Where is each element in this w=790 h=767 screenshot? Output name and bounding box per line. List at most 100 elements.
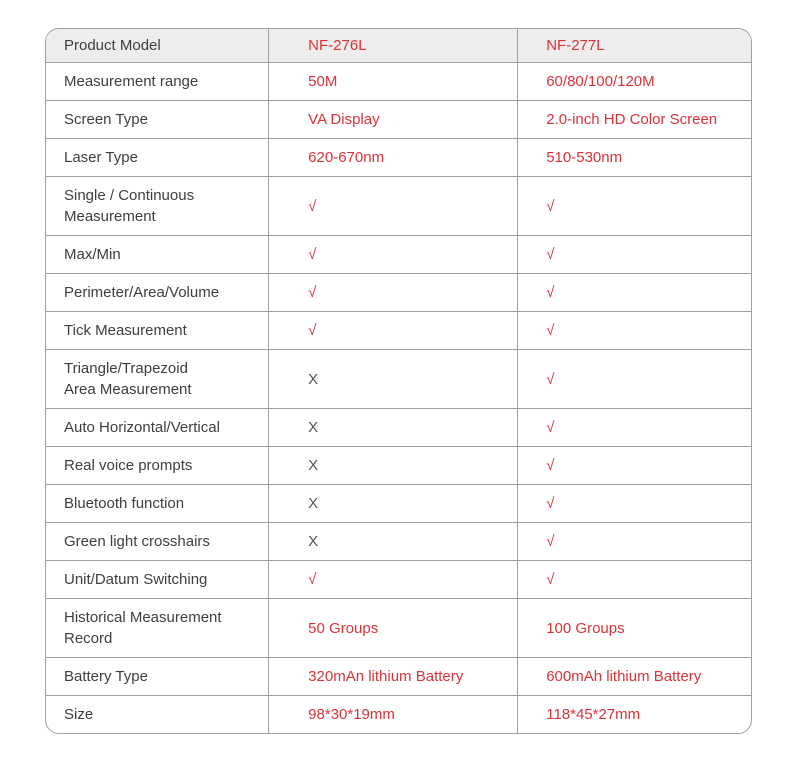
nf-277l-value-cell: √: [517, 235, 751, 274]
nf-276l-value-cell: X: [268, 408, 518, 447]
table-row: Real voice prompts X √: [46, 446, 751, 485]
nf-277l-value-cell: √: [517, 446, 751, 485]
feature-label: Real voice prompts: [64, 457, 193, 474]
table-row: Historical Measurement Record 50 Groups …: [46, 598, 751, 658]
nf-277l-value-cell: √: [517, 311, 751, 350]
nf-277l-value-cell: 60/80/100/120M: [517, 62, 751, 101]
feature-label-cell: Measurement range: [46, 62, 269, 101]
cell-value: 60/80/100/120M: [546, 73, 655, 90]
nf-276l-value-cell: 98*30*19mm: [268, 695, 518, 733]
nf-276l-value-cell: VA Display: [268, 100, 518, 139]
nf-276l-value-cell: X: [268, 484, 518, 523]
feature-label-cell: Bluetooth function: [46, 484, 269, 523]
nf-277l-value-cell: 100 Groups: [517, 598, 751, 658]
feature-label-cell: Triangle/Trapezoid Area Measurement: [46, 349, 269, 409]
cross-mark: X: [308, 370, 319, 388]
nf-276l-value-cell: 320mAn lithium Battery: [268, 657, 518, 696]
check-mark: √: [546, 246, 555, 263]
nf-277l-value-cell: √: [517, 522, 751, 561]
table-row: Bluetooth function X √: [46, 484, 751, 523]
cell-value: 50M: [308, 73, 338, 90]
cell-value: 510-530nm: [546, 149, 623, 166]
nf-276l-value-cell: X: [268, 446, 518, 485]
feature-label: Historical Measurement Record: [64, 609, 222, 647]
check-mark: √: [546, 533, 555, 550]
table-row: Perimeter/Area/Volume √ √: [46, 273, 751, 312]
table-row: Battery Type 320mAn lithium Battery 600m…: [46, 657, 751, 696]
nf-276l-value-cell: X: [268, 522, 518, 561]
nf-276l-value-cell: √: [268, 560, 518, 599]
feature-label: Bluetooth function: [64, 495, 185, 512]
feature-label: Measurement range: [64, 73, 199, 90]
header-label: Product Model: [64, 37, 161, 54]
table-row: Green light crosshairs X √: [46, 522, 751, 561]
cell-value: VA Display: [308, 111, 380, 128]
feature-label: Tick Measurement: [64, 322, 187, 339]
feature-label-cell: Laser Type: [46, 138, 269, 177]
check-mark: √: [546, 571, 555, 588]
feature-label: Green light crosshairs: [64, 533, 210, 550]
feature-label-cell: Size: [46, 695, 269, 733]
check-mark: √: [308, 246, 317, 263]
feature-label: Auto Horizontal/Vertical: [64, 419, 220, 436]
nf-276l-value-cell: 50 Groups: [268, 598, 518, 658]
nf-277l-value-cell: √: [517, 484, 751, 523]
nf-276l-value-cell: √: [268, 311, 518, 350]
feature-label-cell: Screen Type: [46, 100, 269, 139]
check-mark: √: [308, 284, 317, 301]
nf-277l-value-cell: √: [517, 176, 751, 236]
check-mark: √: [308, 197, 317, 215]
header-row: Product Model NF-276L NF-277L: [46, 29, 751, 63]
cell-value: 118*45*27mm: [546, 706, 641, 723]
feature-label: Perimeter/Area/Volume: [64, 284, 220, 301]
nf-276l-value-cell: √: [268, 273, 518, 312]
check-mark: √: [546, 495, 555, 512]
table-row: Unit/Datum Switching √ √: [46, 560, 751, 599]
nf-277l-value-cell: √: [517, 408, 751, 447]
table-row: Max/Min √ √: [46, 235, 751, 274]
table-row: Single / Continuous Measurement √ √: [46, 176, 751, 236]
nf-277l-value-cell: 510-530nm: [517, 138, 751, 177]
feature-label-cell: Historical Measurement Record: [46, 598, 269, 658]
comparison-table: Product Model NF-276L NF-277L Measuremen…: [45, 28, 752, 734]
feature-label: Screen Type: [64, 111, 148, 128]
model-name: NF-276L: [308, 37, 367, 54]
nf-276l-value-cell: 620-670nm: [268, 138, 518, 177]
check-mark: √: [546, 419, 555, 436]
header-nf-276l: NF-276L: [268, 29, 518, 63]
feature-label: Laser Type: [64, 149, 138, 166]
feature-label: Max/Min: [64, 246, 121, 263]
table-row: Triangle/Trapezoid Area Measurement X √: [46, 349, 751, 409]
feature-label: Battery Type: [64, 668, 148, 685]
nf-277l-value-cell: √: [517, 560, 751, 599]
nf-277l-value-cell: 2.0-inch HD Color Screen: [517, 100, 751, 139]
cross-mark: X: [308, 419, 319, 436]
model-name: NF-277L: [546, 37, 605, 54]
check-mark: √: [546, 370, 555, 388]
feature-label-cell: Tick Measurement: [46, 311, 269, 350]
cell-value: 620-670nm: [308, 149, 385, 166]
cell-value: 98*30*19mm: [308, 706, 395, 723]
table-row: Size 98*30*19mm 118*45*27mm: [46, 695, 751, 733]
check-mark: √: [546, 284, 555, 301]
cell-value: 600mAh lithium Battery: [546, 668, 702, 685]
check-mark: √: [308, 571, 317, 588]
feature-label-cell: Battery Type: [46, 657, 269, 696]
feature-label: Size: [64, 706, 94, 723]
nf-277l-value-cell: 118*45*27mm: [517, 695, 751, 733]
nf-277l-value-cell: 600mAh lithium Battery: [517, 657, 751, 696]
feature-label-cell: Auto Horizontal/Vertical: [46, 408, 269, 447]
nf-277l-value-cell: √: [517, 273, 751, 312]
feature-label-cell: Max/Min: [46, 235, 269, 274]
feature-label-cell: Real voice prompts: [46, 446, 269, 485]
check-mark: √: [546, 457, 555, 474]
check-mark: √: [546, 322, 555, 339]
check-mark: √: [308, 322, 317, 339]
feature-label-cell: Perimeter/Area/Volume: [46, 273, 269, 312]
table-row: Measurement range 50M 60/80/100/120M: [46, 62, 751, 101]
cell-value: 50 Groups: [308, 619, 379, 637]
feature-label: Single / Continuous Measurement: [64, 187, 195, 225]
feature-label: Unit/Datum Switching: [64, 571, 208, 588]
nf-276l-value-cell: X: [268, 349, 518, 409]
cell-value: 100 Groups: [546, 619, 625, 637]
